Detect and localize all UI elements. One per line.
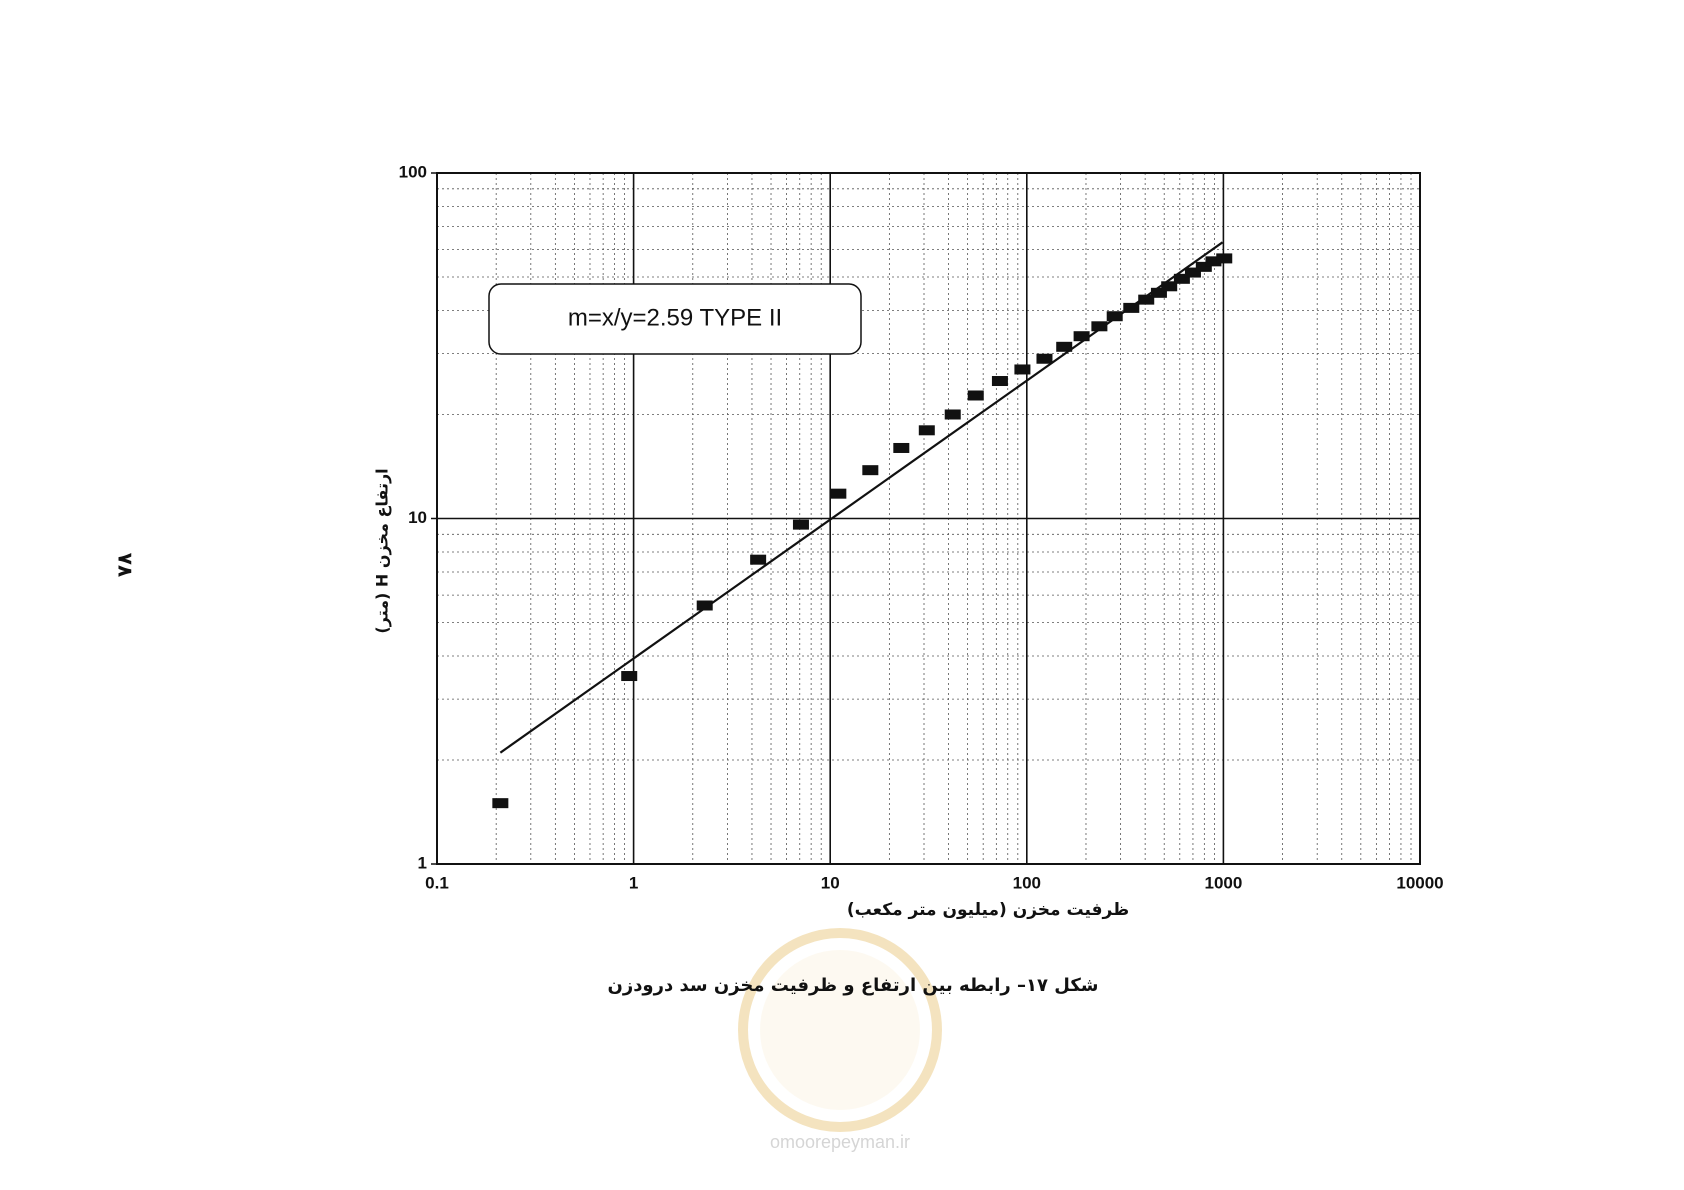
data-point bbox=[696, 600, 713, 611]
page-number: ۷۸ bbox=[114, 553, 138, 577]
y-tick-label: 1 bbox=[418, 853, 427, 872]
annotation-box bbox=[488, 283, 862, 355]
x-axis-label: ظرفیت مخزن (میلیون متر مکعب) bbox=[847, 900, 1129, 920]
x-tick-label: 1 bbox=[629, 873, 638, 892]
data-point bbox=[1073, 331, 1090, 342]
x-tick-label: 10000 bbox=[1396, 873, 1443, 892]
data-point bbox=[1106, 311, 1123, 322]
data-point bbox=[1123, 302, 1140, 313]
data-point bbox=[991, 376, 1008, 387]
x-tick-label: 10 bbox=[821, 873, 840, 892]
data-point bbox=[1014, 364, 1031, 375]
data-point bbox=[862, 465, 879, 476]
data-point bbox=[621, 671, 638, 682]
plot-frame bbox=[436, 172, 1421, 865]
data-point bbox=[1173, 273, 1190, 284]
x-tick-label: 100 bbox=[1013, 873, 1041, 892]
data-point bbox=[1161, 281, 1178, 292]
y-tick-label: 100 bbox=[399, 162, 427, 181]
data-point bbox=[1184, 267, 1201, 278]
watermark: omoorepeyman.ir bbox=[738, 928, 942, 1152]
data-point bbox=[1056, 341, 1073, 352]
data-point bbox=[1138, 294, 1155, 305]
data-point bbox=[1150, 287, 1167, 298]
watermark-disc bbox=[760, 950, 920, 1110]
watermark-ring bbox=[738, 928, 942, 1132]
data-point bbox=[893, 442, 910, 453]
data-point bbox=[1091, 321, 1108, 332]
data-point bbox=[492, 798, 509, 809]
data-point bbox=[1205, 256, 1222, 267]
data-point bbox=[918, 425, 935, 436]
data-point bbox=[967, 390, 984, 401]
watermark-text: omoorepeyman.ir bbox=[770, 1132, 910, 1152]
data-point bbox=[944, 409, 961, 420]
data-point bbox=[1036, 353, 1053, 364]
y-axis-label: ارتفاع مخزن H (متر) bbox=[373, 468, 392, 633]
x-tick-label: 0.1 bbox=[425, 873, 449, 892]
y-tick-label: 10 bbox=[408, 508, 427, 527]
caption: شکل ۱۷– رابطه بین ارتفاع و ظرفیت مخزن سد… bbox=[607, 975, 1098, 996]
data-point bbox=[750, 554, 767, 565]
data-point bbox=[1195, 261, 1212, 272]
data-point bbox=[830, 488, 847, 499]
x-tick-label: 1000 bbox=[1204, 873, 1242, 892]
data-point bbox=[792, 519, 809, 530]
data-point bbox=[1216, 253, 1233, 264]
annotation: m=x/y=2.59 TYPE II bbox=[568, 304, 782, 331]
